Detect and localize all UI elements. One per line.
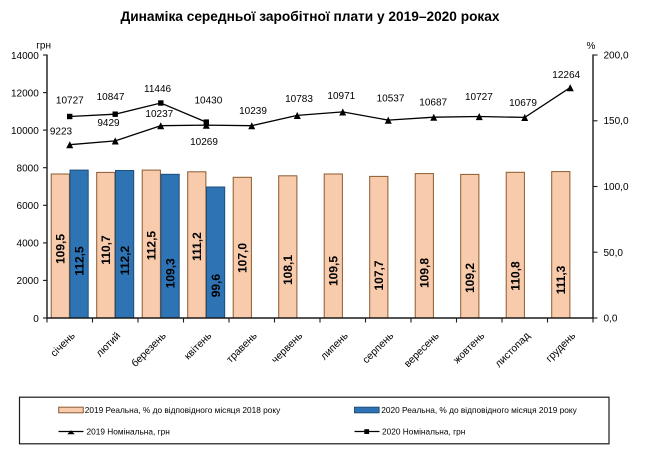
svg-text:4000: 4000: [17, 239, 40, 250]
svg-text:9429: 9429: [97, 118, 120, 129]
svg-text:11446: 11446: [144, 84, 172, 95]
svg-text:109,5: 109,5: [53, 234, 67, 264]
svg-text:10679: 10679: [509, 98, 537, 109]
svg-text:9223: 9223: [50, 126, 73, 137]
svg-text:%: %: [587, 41, 596, 52]
svg-text:липень: липень: [319, 331, 351, 363]
svg-text:10971: 10971: [327, 91, 355, 102]
svg-text:10430: 10430: [194, 96, 222, 107]
svg-text:вересень: вересень: [402, 331, 441, 370]
svg-text:112,2: 112,2: [118, 245, 132, 275]
svg-text:травень: травень: [225, 331, 260, 366]
svg-text:2019 Реальна, % до відповідног: 2019 Реальна, % до відповідного місяця 2…: [85, 405, 281, 415]
svg-text:10237: 10237: [145, 109, 173, 120]
svg-text:березень: березень: [129, 330, 169, 370]
svg-text:грн: грн: [36, 41, 51, 52]
svg-text:0,0: 0,0: [604, 314, 618, 325]
svg-text:109,2: 109,2: [463, 263, 477, 293]
svg-text:Динаміка середньої заробітної: Динаміка середньої заробітної плати у 20…: [120, 9, 499, 24]
svg-text:0: 0: [33, 314, 39, 325]
svg-text:107,7: 107,7: [372, 260, 386, 290]
svg-text:10847: 10847: [97, 92, 125, 103]
svg-text:110,8: 110,8: [509, 261, 523, 291]
svg-text:12000: 12000: [11, 88, 39, 99]
svg-text:111,2: 111,2: [190, 232, 204, 261]
svg-text:10269: 10269: [190, 137, 218, 148]
svg-text:2020 Реальна, % до відповідног: 2020 Реальна, % до відповідного місяця 2…: [381, 405, 577, 415]
svg-text:108,1: 108,1: [281, 255, 295, 285]
svg-text:10727: 10727: [56, 96, 84, 107]
svg-text:10000: 10000: [11, 126, 39, 137]
svg-text:99,6: 99,6: [209, 274, 223, 298]
svg-text:100,0: 100,0: [604, 182, 629, 193]
svg-text:серпень: серпень: [361, 331, 396, 366]
svg-text:жовтень: жовтень: [452, 331, 488, 367]
svg-text:квітень: квітень: [183, 331, 215, 363]
svg-text:січень: січень: [49, 331, 78, 360]
svg-text:6000: 6000: [17, 201, 40, 212]
svg-text:листопад: листопад: [493, 331, 532, 370]
svg-text:лютий: лютий: [94, 330, 123, 359]
svg-text:2020 Номінальна, грн: 2020 Номінальна, грн: [382, 427, 465, 437]
svg-text:112,5: 112,5: [72, 246, 86, 276]
svg-text:12264: 12264: [552, 70, 580, 81]
svg-text:10727: 10727: [465, 92, 493, 103]
svg-text:112,5: 112,5: [145, 231, 159, 261]
svg-text:150,0: 150,0: [604, 116, 629, 127]
svg-text:2000: 2000: [17, 276, 40, 287]
svg-text:10783: 10783: [285, 94, 313, 105]
svg-text:червень: червень: [270, 331, 305, 366]
svg-text:8000: 8000: [17, 164, 40, 175]
svg-text:107,0: 107,0: [236, 243, 250, 273]
svg-text:10239: 10239: [239, 106, 267, 117]
svg-text:200,0: 200,0: [604, 51, 629, 62]
svg-text:грудень: грудень: [544, 331, 578, 365]
svg-text:111,3: 111,3: [554, 265, 568, 294]
svg-text:109,8: 109,8: [418, 258, 432, 288]
svg-text:14000: 14000: [11, 51, 39, 62]
svg-text:110,7: 110,7: [99, 235, 113, 265]
svg-text:10537: 10537: [377, 94, 405, 105]
svg-text:109,3: 109,3: [163, 258, 177, 288]
svg-text:50,0: 50,0: [604, 248, 624, 259]
svg-text:109,5: 109,5: [327, 256, 341, 286]
svg-text:2019 Номінальна, грн: 2019 Номінальна, грн: [87, 427, 170, 437]
svg-text:10687: 10687: [419, 98, 447, 109]
